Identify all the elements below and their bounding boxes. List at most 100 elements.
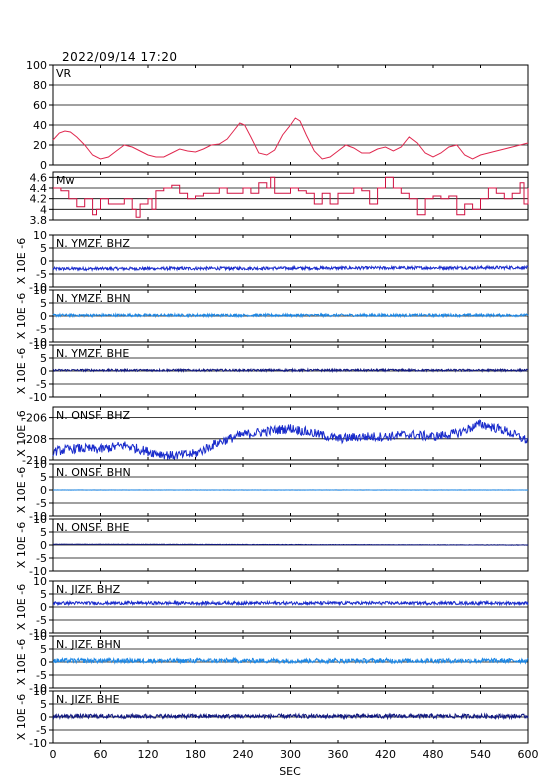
panel-label: Mw [56,174,75,187]
y-axis-unit-label: X 10E -6 [15,467,28,513]
y-axis-unit-label: X 10E -6 [15,293,28,339]
panel-label: N. ONSF. BHE [56,521,129,534]
trace-ymzf-bhe [52,367,529,374]
y-tick-label: 10 [33,339,47,352]
y-tick-label: -5 [36,552,47,565]
trace-onsf-bhe [52,543,528,546]
y-tick-label: -5 [36,497,47,510]
y-tick-label: 5 [40,242,47,255]
x-tick-label: 600 [518,748,539,761]
y-tick-label: -5 [36,268,47,281]
y-tick-label: 5 [40,526,47,539]
panel-label: N. ONSF. BHN [56,466,131,479]
y-axis-unit-label: X 10E -6 [15,639,28,685]
y-tick-label: 0 [40,656,47,669]
y-tick-label: -10 [29,391,47,404]
y-axis-unit-label: X 10E -6 [15,410,28,456]
y-tick-label: -10 [29,510,47,523]
y-tick-label: 3.8 [30,214,48,227]
y-tick-label: -10 [29,682,47,695]
y-tick-label: -10 [29,737,47,750]
trace-ymzf-bhn [52,312,529,319]
y-tick-label: 0 [40,365,47,378]
y-tick-label: -10 [29,281,47,294]
y-tick-label: 10 [33,229,47,242]
y-tick-label: -5 [36,378,47,391]
y-tick-label: 4 [40,203,47,216]
y-tick-label: 5 [40,698,47,711]
y-tick-label: 0 [40,255,47,268]
y-tick-label: -10 [29,565,47,578]
y-tick-label: 0 [40,310,47,323]
y-tick-label: 0 [40,711,47,724]
x-tick-label: 0 [50,748,57,761]
y-tick-label: -5 [36,323,47,336]
y-tick-label: 10 [33,630,47,643]
x-axis-label: SEC [279,765,301,778]
trace-ymzf-bhz [52,264,529,272]
y-tick-label: 0 [40,539,47,552]
y-tick-label: 40 [33,119,47,132]
y-tick-label: 5 [40,352,47,365]
panel-onsf-bhz: -210 -208 -206 N. ONSF. BHZ X 10E -6 [15,406,529,467]
trace-vr [52,117,529,160]
x-tick-label: 180 [185,748,206,761]
panel-label: N. JIZF. BHZ [56,583,121,596]
x-tick-label: 420 [375,748,396,761]
x-tick-label: 480 [423,748,444,761]
trace-mw [53,176,529,218]
y-tick-label: 100 [26,59,47,72]
trace-onsf-bhz [52,419,529,460]
y-tick-label: -206 [22,412,47,425]
panel-mw: 3.844.24.44.6 Mw [30,171,529,227]
panel-label: N. YMZF. BHZ [56,237,130,250]
y-tick-label: 0 [40,484,47,497]
panel-label: N. ONSF. BHZ [56,409,130,422]
panel-label: VR [56,67,72,80]
x-tick-label: 540 [470,748,491,761]
y-axis-unit-label: X 10E -6 [15,584,28,630]
panel-label: N. JIZF. BHE [56,693,120,706]
trace-jizf-bhz [52,599,529,607]
y-tick-label: -5 [36,669,47,682]
x-tick-label: 300 [280,748,301,761]
y-tick-label: 5 [40,588,47,601]
y-tick-label: 5 [40,643,47,656]
panel-label: N. JIZF. BHN [56,638,121,651]
plot-timestamp: 2022/09/14 17:20 [62,50,178,64]
y-tick-label: -10 [29,627,47,640]
y-tick-label: 5 [40,297,47,310]
y-axis-unit-label: X 10E -6 [15,522,28,568]
panel-jizf-bhz: -10-505 10 N. JIZF. BHZ X 10E -6 [15,575,529,640]
y-tick-label: 80 [33,79,47,92]
y-tick-label: -10 [29,336,47,349]
y-tick-label: -5 [36,724,47,737]
y-axis-unit-label: X 10E -6 [15,348,28,394]
y-tick-label: 10 [33,513,47,526]
x-tick-label: 240 [233,748,254,761]
y-tick-label: 4.6 [30,171,48,184]
panel-label: N. YMZF. BHE [56,347,129,360]
y-tick-label: 10 [33,284,47,297]
trace-jizf-bhe [52,712,529,721]
x-tick-label: 360 [328,748,349,761]
y-tick-label: 4.2 [30,193,48,206]
y-tick-label: 0 [40,159,47,172]
y-tick-label: -210 [22,454,47,467]
x-tick-label: 120 [138,748,159,761]
trace-jizf-bhn [52,656,529,665]
x-tick-label: 60 [94,748,108,761]
y-tick-label: 10 [33,685,47,698]
y-tick-label: 10 [33,458,47,471]
y-tick-label: 20 [33,139,47,152]
y-axis-unit-label: X 10E -6 [15,694,28,740]
y-axis-unit-label: X 10E -6 [15,238,28,284]
y-tick-label: 0 [40,601,47,614]
y-tick-label: -5 [36,614,47,627]
panel-vr: 0 20 40 60 80 100 VR [26,59,529,172]
